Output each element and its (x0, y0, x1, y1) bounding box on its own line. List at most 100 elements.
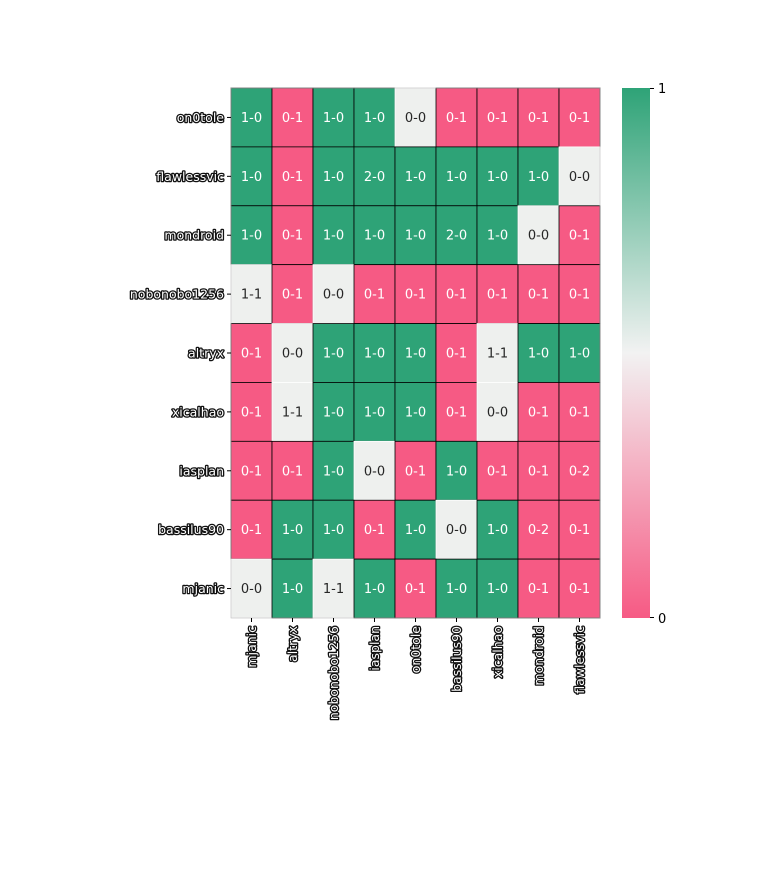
cell-label: 0-1 (528, 464, 549, 479)
heatmap-cell (230, 146, 273, 207)
heatmap-cell (271, 558, 314, 619)
cell-label: 0-1 (487, 464, 508, 479)
y-tick-label: mjanic (182, 581, 224, 596)
x-tick-label: on0tole (408, 626, 423, 674)
cell-label: 0-0 (364, 464, 385, 479)
heatmap-cell (517, 87, 560, 148)
heatmap-cell (394, 558, 437, 619)
cell-label: 1-0 (405, 170, 426, 185)
cell-label: 0-1 (528, 582, 549, 597)
cell-label: 1-0 (405, 347, 426, 362)
cell-label: 1-1 (282, 405, 303, 420)
heatmap-cell (476, 205, 519, 266)
cell-label: 1-0 (528, 347, 549, 362)
cell-label: 1-0 (405, 405, 426, 420)
y-tick-label: xicalhao (172, 404, 224, 419)
cell-label: 1-0 (323, 170, 344, 185)
cell-label: 1-0 (446, 464, 467, 479)
y-tick-label: on0tole (177, 110, 225, 125)
cell-label: 0-0 (528, 229, 549, 244)
cell-label: 0-0 (446, 523, 467, 538)
cell-label: 0-1 (446, 405, 467, 420)
cell-label: 0-1 (446, 111, 467, 126)
cell-label: 0-0 (405, 111, 426, 126)
heatmap-cell (353, 499, 396, 560)
cell-label: 0-1 (282, 229, 303, 244)
x-tick-label: xicalhao (490, 626, 505, 678)
cell-label: 0-1 (282, 111, 303, 126)
y-tick-label: mondroid (164, 228, 224, 243)
cell-label: 1-0 (323, 229, 344, 244)
heatmap-cell (435, 382, 478, 442)
x-tick-label: flawlessvic (572, 626, 587, 694)
y-tick-label: bassilus90 (158, 522, 224, 537)
cell-label: 1-0 (323, 347, 344, 362)
heatmap-cell (271, 440, 314, 501)
heatmap-cell (353, 323, 396, 383)
heatmap-cell (435, 323, 478, 383)
heatmap-cell (230, 205, 273, 266)
cell-label: 0-1 (241, 405, 262, 420)
cell-label: 0-2 (528, 523, 549, 538)
cell-label: 0-1 (241, 347, 262, 362)
cell-label: 0-0 (323, 288, 344, 303)
cell-label: 1-0 (487, 229, 508, 244)
cell-label: 1-0 (323, 523, 344, 538)
cell-label: 1-0 (446, 582, 467, 597)
cell-label: 0-2 (569, 464, 590, 479)
cell-label: 1-1 (241, 288, 262, 303)
cell-label: 1-0 (446, 170, 467, 185)
cell-label: 0-1 (405, 464, 426, 479)
heatmap-cell (435, 87, 478, 148)
heatmap-cell (312, 323, 355, 383)
heatmap-cell (476, 440, 519, 501)
heatmap-cell (312, 558, 355, 619)
cell-label: 0-1 (364, 288, 385, 303)
cell-label: 1-0 (487, 523, 508, 538)
heatmap-cell (230, 440, 273, 501)
cell-label: 1-0 (241, 170, 262, 185)
heatmap-cell (271, 264, 314, 324)
cell-label: 0-1 (528, 405, 549, 420)
heatmap-cell (476, 499, 519, 560)
cell-label: 1-0 (405, 523, 426, 538)
heatmap-cell (271, 382, 314, 442)
cell-label: 0-0 (282, 347, 303, 362)
cell-label: 0-0 (241, 582, 262, 597)
cell-label: 1-0 (528, 170, 549, 185)
cell-label: 0-1 (528, 288, 549, 303)
heatmap-cell (230, 323, 273, 383)
cell-label: 1-0 (364, 347, 385, 362)
cell-label: 1-0 (405, 229, 426, 244)
heatmap-cell (558, 264, 601, 324)
heatmap-cell (353, 558, 396, 619)
column-labels: mjanic altryx nobonobo1256 iasplan on0tole ba… (243, 618, 588, 721)
cell-label: 0-1 (528, 111, 549, 126)
heatmap-cell (353, 205, 396, 266)
cell-label: 1-0 (364, 582, 385, 597)
x-tick-label: iasplan (367, 626, 382, 671)
cell-label: 0-1 (405, 288, 426, 303)
y-tick-label: flawlessvic (156, 169, 224, 184)
cell-label: 1-0 (323, 111, 344, 126)
heatmap-cell (230, 264, 273, 324)
heatmap-cell (230, 87, 273, 148)
cell-label: 1-1 (323, 582, 344, 597)
heatmap-cell (558, 382, 601, 442)
heatmap-cell (230, 558, 273, 619)
cell-label: 0-0 (569, 170, 590, 185)
y-tick-label: nobonobo1256 (130, 287, 224, 302)
cell-label: 1-0 (323, 464, 344, 479)
cell-label: 0-1 (282, 288, 303, 303)
cell-label: 1-0 (487, 170, 508, 185)
heatmap-cell (230, 499, 273, 560)
heatmap-cell (558, 205, 601, 266)
heatmap-cell (476, 323, 519, 383)
heatmap-cell (312, 205, 355, 266)
colorbar-tick-label-min: 0 (658, 612, 666, 627)
heatmap-cell (517, 382, 560, 442)
cell-label: 1-0 (487, 582, 508, 597)
heatmap-cell (394, 146, 437, 207)
heatmap-cell (394, 499, 437, 560)
